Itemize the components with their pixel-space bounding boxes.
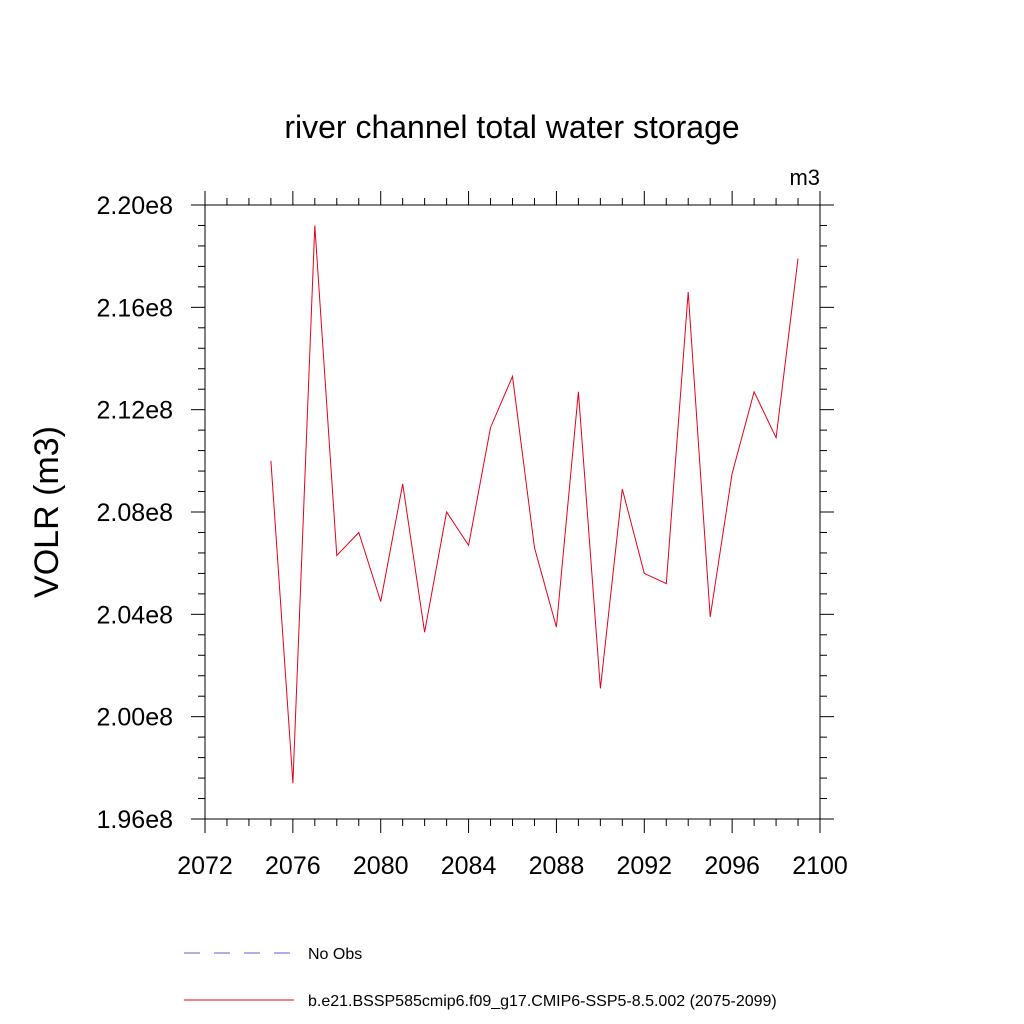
units-label: m3 xyxy=(789,165,820,190)
x-tick-label: 2088 xyxy=(529,852,585,880)
legend-label: No Obs xyxy=(308,946,362,963)
x-tick-label: 2084 xyxy=(441,852,497,880)
x-tick-label: 2092 xyxy=(616,852,672,880)
y-tick-label: 2.00e8 xyxy=(97,704,173,732)
plot-frame xyxy=(204,204,821,820)
legend: No Obs b.e21.BSSP585cmip6.f09_g17.CMIP6-S… xyxy=(184,946,777,1010)
x-tick-label: 2096 xyxy=(704,852,760,880)
chart-title: river channel total water storage xyxy=(284,109,739,145)
axis-ticks: 2072 2076 2080 2084 2088 2092 2096 2100 1.96e8 2.… xyxy=(97,191,848,880)
y-axis-label: VOLR (m3) xyxy=(28,426,66,598)
x-tick-label: 2080 xyxy=(353,852,409,880)
legend-label: b.e21.BSSP585cmip6.f09_g17.CMIP6-SSP5-8.… xyxy=(308,993,777,1010)
series-layer xyxy=(270,225,799,784)
x-tick-label: 2072 xyxy=(177,852,233,880)
series-line xyxy=(270,225,799,784)
y-tick-label: 2.16e8 xyxy=(97,294,173,322)
y-tick-label: 2.20e8 xyxy=(97,192,173,220)
y-tick-label: 2.04e8 xyxy=(97,601,173,629)
x-tick-label: 2100 xyxy=(792,852,848,880)
y-tick-label: 2.08e8 xyxy=(97,499,173,527)
x-tick-label: 2076 xyxy=(265,852,321,880)
y-tick-label: 2.12e8 xyxy=(97,397,173,425)
y-tick-label: 1.96e8 xyxy=(97,806,173,834)
